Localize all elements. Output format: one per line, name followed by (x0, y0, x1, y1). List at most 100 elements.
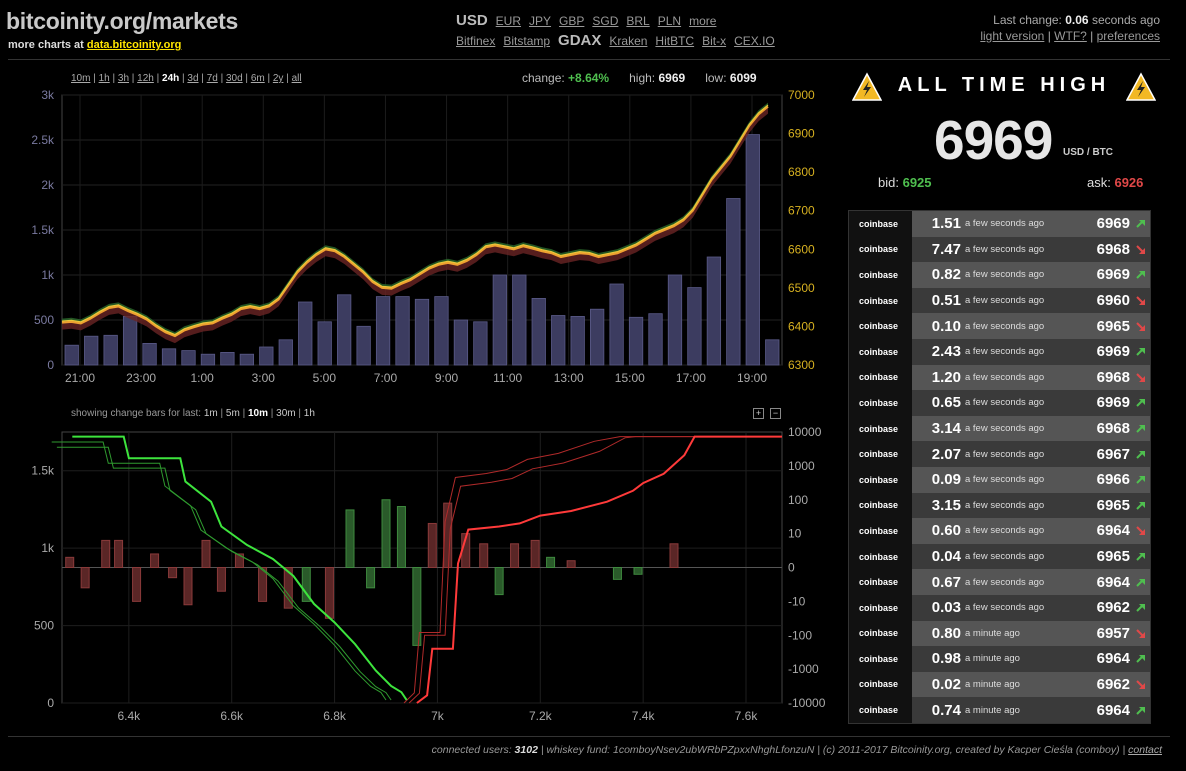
change-bar (258, 567, 268, 602)
x-tick: 5:00 (313, 371, 337, 385)
range-12h[interactable]: 12h (137, 73, 154, 84)
currency-usd[interactable]: USD (456, 12, 488, 29)
change-bar (510, 543, 520, 568)
trade-price: 6968 (1096, 368, 1130, 386)
change-range-5m[interactable]: 5m (225, 408, 240, 419)
change-range-1h[interactable]: 1h (303, 408, 315, 419)
arrow-down-icon (1136, 373, 1145, 382)
depth-chart[interactable]: 6.4k 6.6k 6.8k 7k 7.2k 7.4k 7.6k05001k1.5k-100… (0, 422, 840, 727)
zoom-out-button[interactable]: − (770, 408, 781, 419)
volume-bar (103, 334, 118, 366)
exchange-bitstamp[interactable]: Bitstamp (503, 34, 551, 48)
range-10m[interactable]: 10m (71, 73, 91, 84)
change-bar (633, 567, 643, 575)
volume-bar (687, 287, 702, 366)
volume-bar (434, 296, 449, 366)
x-tick: 1:00 (191, 371, 215, 385)
trade-exchange: coinbase (849, 262, 912, 288)
trade-exchange: coinbase (849, 287, 912, 314)
trade-amount: 0.10 (931, 317, 961, 335)
volume-bar (745, 134, 760, 366)
change-range-30m[interactable]: 30m (276, 408, 296, 419)
change-bar (345, 509, 355, 568)
contact-link[interactable]: contact (1128, 744, 1162, 756)
range-24h[interactable]: 24h (162, 73, 180, 84)
bid-depth-line-secondary (56, 446, 392, 701)
trade-row: coinbase 0.09 a few seconds ago 6966 (849, 466, 1150, 493)
trade-row: coinbase 0.65 a few seconds ago 6969 (849, 390, 1150, 416)
volume-bar (531, 297, 546, 366)
change-bar (669, 543, 679, 568)
trade-row: coinbase 3.14 a few seconds ago 6968 (849, 415, 1150, 442)
arrow-down-icon (1136, 321, 1145, 331)
exchange-gdax[interactable]: GDAX (558, 32, 602, 49)
currency-gbp[interactable]: GBP (559, 14, 585, 28)
y-left-tick: 1.5k (31, 464, 55, 478)
currency-pln[interactable]: PLN (657, 14, 682, 28)
exchange-bit-x[interactable]: Bit-x (702, 34, 727, 48)
change-range-1m[interactable]: 1m (203, 408, 218, 419)
trade-row: coinbase 2.07 a few seconds ago 6967 (849, 441, 1150, 467)
range-all[interactable]: all (291, 73, 302, 84)
volume-bar (492, 274, 507, 366)
low-value: 6099 (729, 71, 757, 85)
range-6m[interactable]: 6m (250, 73, 265, 84)
exchange-kraken[interactable]: Kraken (609, 34, 648, 48)
arrow-up-icon (1136, 578, 1145, 587)
currency-brl[interactable]: BRL (626, 14, 650, 28)
exchange-bitfinex[interactable]: Bitfinex (456, 34, 496, 48)
y-left-tick: 2.5k (31, 133, 55, 147)
trade-time: a few seconds ago (965, 525, 1045, 537)
site-title[interactable]: bitcoinity.org/markets (6, 8, 238, 34)
volume-bar (453, 319, 469, 366)
trade-time: a few seconds ago (965, 448, 1045, 460)
wtf-link[interactable]: WTF? (1054, 29, 1087, 43)
high-value: 6969 (658, 71, 686, 85)
trade-exchange: coinbase (849, 543, 912, 570)
range-3d[interactable]: 3d (187, 73, 199, 84)
currency-sgd[interactable]: SGD (592, 14, 619, 28)
x-tick: 11:00 (493, 371, 522, 385)
change-range-10m[interactable]: 10m (247, 408, 268, 419)
trade-row: coinbase 1.51 a few seconds ago 6969 (849, 211, 1150, 237)
range-2y[interactable]: 2y (272, 73, 284, 84)
data-site-link[interactable]: data.bitcoinity.org (86, 39, 182, 51)
currency-selector: USD EUR JPY GBP SGD BRL PLN more (456, 12, 716, 29)
currency-more[interactable]: more (689, 14, 717, 28)
volume-bar (609, 283, 624, 366)
trade-row: coinbase 0.10 a few seconds ago 6965 (849, 313, 1150, 339)
volume-bar (414, 298, 430, 366)
y-right-tick: -1000 (788, 662, 819, 676)
trade-time: a few seconds ago (965, 602, 1045, 614)
volume-bar (648, 313, 663, 366)
trade-exchange: coinbase (849, 313, 912, 339)
trade-exchange: coinbase (849, 415, 912, 442)
volume-bar (570, 315, 585, 366)
x-tick: 6.8k (323, 709, 347, 723)
exchange-hitbtc[interactable]: HitBTC (655, 34, 695, 48)
trade-amount: 1.51 (931, 215, 961, 233)
trade-row: coinbase 3.15 a few seconds ago 6965 (849, 492, 1150, 519)
range-1h[interactable]: 1h (98, 73, 110, 84)
y-right-tick: 0 (788, 561, 795, 575)
light-version-link[interactable]: light version (980, 29, 1045, 43)
preferences-link[interactable]: preferences (1096, 29, 1160, 43)
trade-time: a few seconds ago (965, 269, 1045, 281)
range-7d[interactable]: 7d (206, 73, 218, 84)
price-chart[interactable]: 0 500 1k 1.5k 2k 2.5k 3k 21:00 23:00 1:00 3:00 5:00… (0, 85, 840, 390)
price-band-red (62, 107, 768, 344)
trade-price: 6965 (1096, 548, 1130, 566)
exchange-cex-io[interactable]: CEX.IO (734, 34, 775, 48)
y-left-tick: 1k (41, 268, 55, 282)
trade-price: 6964 (1096, 522, 1130, 540)
currency-eur[interactable]: EUR (495, 14, 522, 28)
zoom-in-button[interactable]: + (753, 408, 764, 419)
trade-row: coinbase 0.98 a minute ago 6964 (849, 646, 1150, 672)
range-3h[interactable]: 3h (117, 73, 130, 84)
time-range-selector: 10m | 1h | 3h | 12h | 24h | 3d | 7d | 30… (71, 73, 302, 84)
exchange-selector: Bitfinex Bitstamp GDAX Kraken HitBTC Bit-x CEX… (456, 32, 775, 49)
bid-depth-line (72, 435, 408, 701)
price-unit: USD / BTC (1063, 147, 1113, 158)
range-30d[interactable]: 30d (225, 73, 243, 84)
currency-jpy[interactable]: JPY (529, 14, 552, 28)
